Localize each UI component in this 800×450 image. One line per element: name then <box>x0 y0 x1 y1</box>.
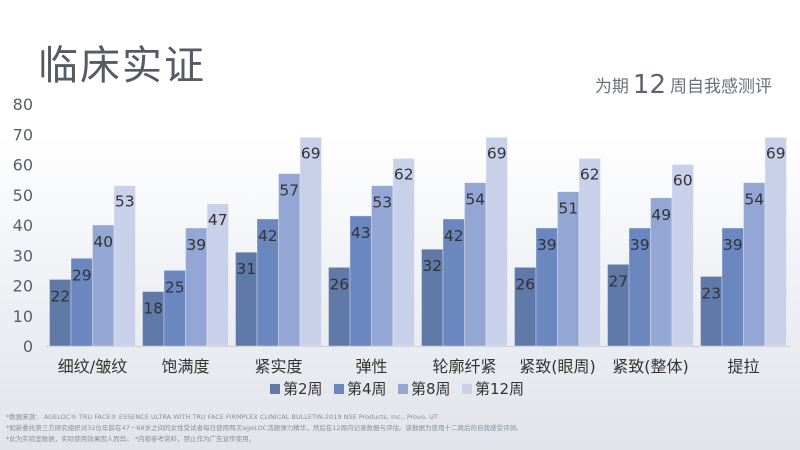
x-tick-label: 紧实度 <box>254 357 302 376</box>
bar <box>485 136 508 347</box>
data-label: 49 <box>651 206 671 224</box>
subtitle-suffix: 周自我感测评 <box>670 77 772 97</box>
y-tick-label: 30 <box>13 246 33 265</box>
subtitle-prefix: 为期 <box>594 77 629 97</box>
x-tick-label: 细纹/皱纹 <box>58 357 127 376</box>
footnote-disclaimer: *此为实验室数据，实际使用效果因人而异。 *内部参考资料，禁止作为广告宣传使用。 <box>6 435 256 443</box>
footnote-study: *如新委托第三方研究组织对32位年龄在47－68岁之间的女性受试者每日使用两次a… <box>6 424 523 432</box>
y-tick-label: 40 <box>13 216 33 235</box>
y-tick-label: 10 <box>13 307 33 326</box>
y-tick-label: 60 <box>13 156 33 175</box>
footnotes: *数据来源： AGELOC® TRU FACE® ESSENCE ULTRA W… <box>6 412 796 445</box>
y-tick-label: 50 <box>13 186 33 205</box>
legend-swatch <box>398 384 408 394</box>
x-tick-label: 紧致(整体) <box>612 357 689 376</box>
page-title: 临床实证 <box>38 43 206 89</box>
legend-label: 第2周 <box>283 380 323 398</box>
y-tick-label: 0 <box>23 337 33 356</box>
data-label: 62 <box>394 165 414 183</box>
data-label: 54 <box>744 191 764 209</box>
bar <box>578 158 601 347</box>
subtitle-number: 12 <box>632 70 666 100</box>
data-label: 22 <box>50 287 70 305</box>
legend-label: 第12周 <box>475 380 524 398</box>
x-tick-label: 轮廓纤紧 <box>432 357 496 376</box>
y-tick-label: 20 <box>13 277 33 296</box>
legend-swatch <box>334 384 344 394</box>
data-label: 26 <box>515 275 535 293</box>
data-label: 69 <box>301 144 321 162</box>
data-label: 54 <box>465 191 485 209</box>
legend-label: 第8周 <box>411 380 451 398</box>
data-label: 47 <box>208 211 228 229</box>
y-tick-label: 70 <box>13 125 33 144</box>
chart-subtitle: 为期 12 周自我感测评 <box>595 68 772 102</box>
legend-swatch <box>270 384 280 394</box>
data-label: 60 <box>673 172 693 190</box>
bar <box>113 185 136 347</box>
data-label: 29 <box>72 266 92 284</box>
data-label: 57 <box>279 182 299 200</box>
data-label: 40 <box>93 233 113 251</box>
legend-swatch <box>462 384 472 394</box>
bar <box>206 203 229 347</box>
data-label: 42 <box>258 227 278 245</box>
x-tick-label: 紧致(眼周) <box>519 357 596 376</box>
data-label: 53 <box>115 193 135 211</box>
data-label: 42 <box>444 227 464 245</box>
data-label: 27 <box>608 272 628 290</box>
data-label: 39 <box>186 236 206 254</box>
bar <box>392 158 415 347</box>
footnote-source: *数据来源： AGELOC® TRU FACE® ESSENCE ULTRA W… <box>6 413 438 421</box>
data-label: 69 <box>487 144 507 162</box>
bar <box>764 136 787 347</box>
x-tick-label: 弹性 <box>355 357 387 376</box>
data-label: 69 <box>766 144 786 162</box>
data-label: 39 <box>537 236 557 254</box>
data-label: 18 <box>143 300 163 318</box>
legend-label: 第4周 <box>347 380 387 398</box>
data-label: 51 <box>558 200 578 218</box>
bar <box>299 136 322 347</box>
data-label: 39 <box>630 236 650 254</box>
data-label: 62 <box>580 165 600 183</box>
data-label: 26 <box>329 275 349 293</box>
y-tick-label: 80 <box>13 95 33 114</box>
data-label: 25 <box>165 278 185 296</box>
data-label: 23 <box>701 284 721 302</box>
bar <box>671 164 694 347</box>
data-label: 43 <box>351 224 371 242</box>
x-tick-label: 饱满度 <box>161 357 209 376</box>
data-label: 31 <box>236 260 256 278</box>
data-label: 53 <box>372 194 392 212</box>
x-tick-label: 提拉 <box>727 357 759 376</box>
data-label: 39 <box>723 236 743 254</box>
data-label: 32 <box>422 257 442 275</box>
